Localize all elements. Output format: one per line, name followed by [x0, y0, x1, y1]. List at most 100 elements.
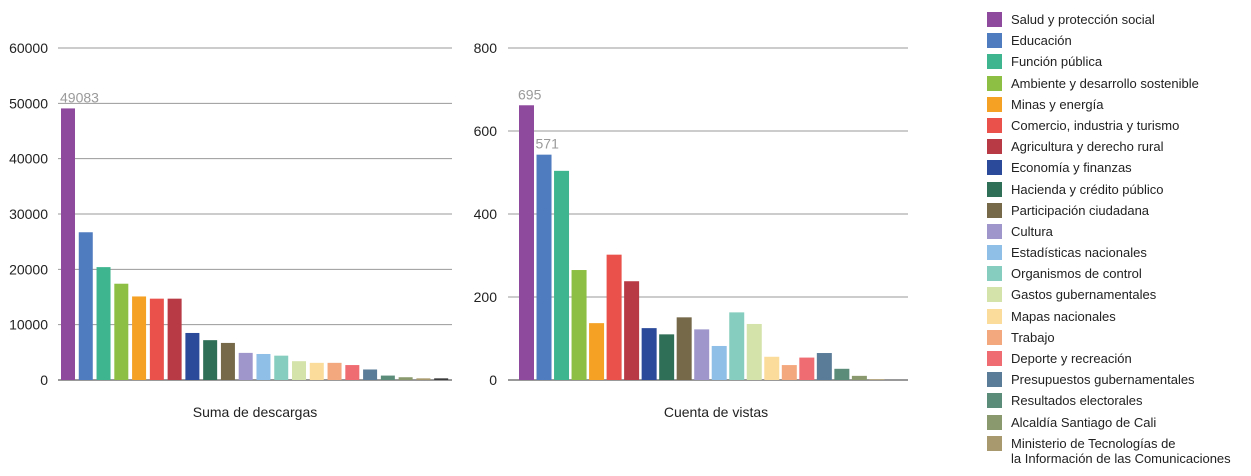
legend-swatch [987, 75, 1002, 91]
legend-item: Hacienda y crédito público [987, 181, 1231, 203]
legend-swatch [987, 223, 1002, 239]
chart2-x-axis-title: Cuenta de vistas [664, 404, 768, 420]
legend-label: Resultados electorales [1011, 393, 1143, 409]
legend-item: Presupuestos gubernamentales [987, 372, 1231, 393]
legend-label-line2: la Información de las Comunicaciones [1011, 450, 1231, 466]
chart2-bar-5 [606, 254, 622, 380]
chart1-bar-19 [398, 377, 413, 380]
legend-label: Educación [1011, 33, 1072, 49]
chart1-x-axis-title: Suma de descargas [193, 404, 318, 420]
legend-label: Función pública [1011, 54, 1103, 70]
chart1-bar-10 [238, 352, 253, 380]
chart2-bar-19 [851, 375, 867, 380]
legend-swatch [987, 181, 1002, 197]
legend-item: Salud y protección social [987, 12, 1231, 33]
chart1-bar-0 [61, 108, 75, 380]
legend-swatch [987, 287, 1002, 303]
chart1-y-tick-label-1: 10000 [9, 317, 48, 333]
legend-label: Participación ciudadana [1011, 202, 1150, 218]
legend-item: Deporte y recreación [987, 351, 1231, 372]
legend-label: Ministerio de Tecnologías de [1011, 435, 1176, 451]
chart2-bar-18 [834, 368, 850, 380]
legend-swatch [987, 245, 1002, 261]
chart2-bar-4 [589, 323, 605, 380]
legend-label: Ambiente y desarrollo sostenible [1011, 75, 1199, 91]
legend-label: Organismos de control [1011, 266, 1142, 282]
chart2-bar-14 [764, 356, 780, 380]
legend-swatch [987, 372, 1002, 388]
legend-item: Trabajo [987, 329, 1231, 351]
legend-item: Estadísticas nacionales [987, 245, 1231, 266]
chart2-bar-2 [554, 170, 570, 380]
legend-label: Hacienda y crédito público [1011, 181, 1164, 197]
legend-label: Gastos gubernamentales [1011, 287, 1157, 303]
chart1-bar-12 [274, 355, 289, 380]
legend-item: Función pública [987, 54, 1231, 75]
chart2-bar-3 [571, 270, 587, 380]
chart2-bar-16 [799, 357, 815, 380]
legend-item: Ministerio de Tecnologías de la Informaci… [987, 435, 1231, 466]
chart1-y-tick-label-6: 60000 [9, 40, 48, 56]
legend-item: Agricultura y derecho rural [987, 139, 1231, 160]
chart2-bar-12 [729, 312, 745, 380]
legend-label: Cultura [1011, 223, 1053, 239]
legend-item: Mapas nacionales [987, 308, 1231, 330]
chart1-bar-14 [309, 362, 324, 380]
chart1-y-tick-label-4: 40000 [9, 151, 48, 167]
legend-swatch [987, 33, 1002, 49]
legend-swatch [987, 266, 1002, 282]
legend-swatch [987, 393, 1002, 409]
legend-swatch [987, 54, 1002, 70]
chart1-bar-4 [132, 296, 147, 380]
chart2-bar-9 [676, 317, 692, 380]
legend: Salud y protección social Educación Funció… [987, 12, 1231, 466]
legend-label: Alcaldía Santiago de Cali [1011, 414, 1157, 430]
chart2-y-tick-label-2: 400 [474, 206, 498, 222]
chart1-bar-21 [434, 378, 449, 380]
charts-canvas: 0 10000 20000 30000 40000 50000 60000 49083 Suma… [9, 40, 908, 420]
legend-label: Economía y finanzas [1011, 160, 1132, 176]
legend-label: Agricultura y derecho rural [1011, 139, 1164, 155]
legend-swatch [987, 351, 1002, 366]
legend-label: Salud y protección social [1011, 12, 1155, 27]
chart1-bar-5 [149, 298, 164, 380]
legend-label: Deporte y recreación [1011, 351, 1132, 366]
chart2-y-tick-label-1: 200 [474, 289, 498, 305]
legend-swatch [987, 12, 1002, 27]
legend-swatch [987, 202, 1002, 218]
chart2-data-label-1: 571 [536, 136, 560, 152]
legend-swatch [987, 117, 1002, 133]
chart2-y-tick-label-0: 0 [489, 372, 497, 388]
legend-label-wrap: Ministerio de Tecnologías de la Informaci… [1011, 436, 1231, 466]
chart1-bar-3 [114, 283, 129, 380]
chart1-bar-16 [345, 365, 360, 380]
chart2-bar-11 [711, 345, 727, 380]
legend-label: Trabajo [1011, 329, 1055, 345]
legend-item: Resultados electorales [987, 393, 1231, 414]
legend-swatch [987, 329, 1002, 345]
chart1-bar-20 [416, 378, 431, 380]
legend-item: Gastos gubernamentales [987, 287, 1231, 308]
chart1-y-tick-label-3: 30000 [9, 206, 48, 222]
legend-swatch [987, 139, 1002, 155]
chart1-bar-2 [96, 267, 111, 380]
legend-label: Mapas nacionales [1011, 308, 1116, 324]
chart2-data-label-0: 695 [518, 86, 542, 102]
chart1-bar-13 [292, 361, 307, 380]
legend-item: Organismos de control [987, 266, 1231, 287]
legend-label: Estadísticas nacionales [1011, 245, 1147, 261]
chart1-y-tick-label-5: 50000 [9, 95, 48, 111]
chart2-bar-20 [869, 379, 885, 380]
legend-item: Comercio, industria y turismo [987, 117, 1231, 139]
chart2-bar-13 [746, 323, 762, 380]
legend-swatch [987, 414, 1002, 430]
chart2-bar-7 [641, 328, 657, 380]
chart2-bar-8 [659, 334, 675, 380]
chart2-bar-6 [624, 281, 640, 380]
chart2-bar-0 [519, 105, 534, 381]
legend-label: Comercio, industria y turismo [1011, 117, 1180, 133]
legend-label: Presupuestos gubernamentales [1011, 372, 1195, 388]
chart2-y-tick-label-4: 800 [474, 40, 498, 56]
chart2-bar-1 [536, 154, 552, 380]
legend-item: Economía y finanzas [987, 160, 1231, 181]
